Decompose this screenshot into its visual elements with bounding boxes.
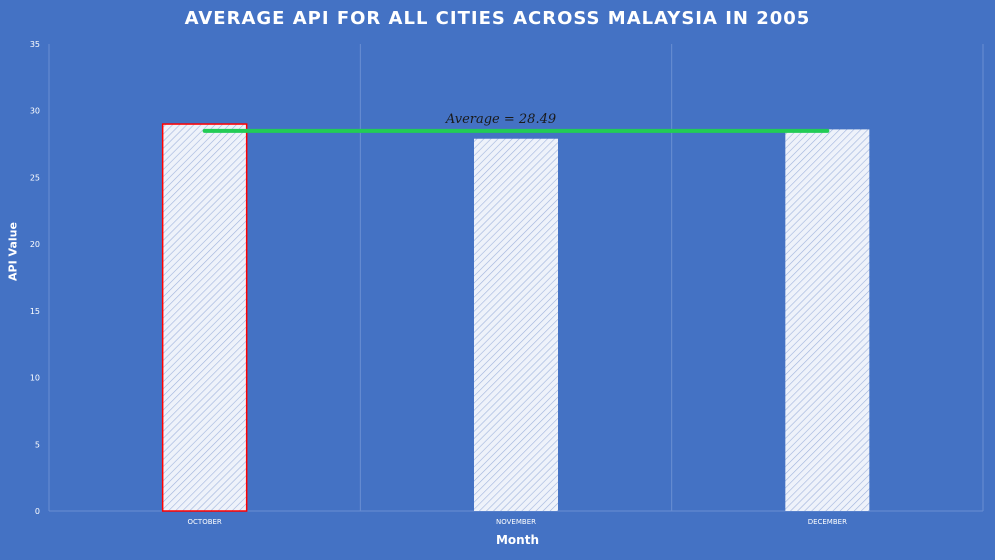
y-tick-label: 5: [35, 440, 40, 449]
x-tick-label: NOVEMBER: [496, 518, 536, 526]
y-tick-label: 20: [30, 240, 40, 249]
bar-december: [785, 129, 870, 511]
y-tick-label: 15: [30, 307, 40, 316]
y-tick-label: 0: [35, 507, 40, 516]
x-tick-label: DECEMBER: [808, 518, 847, 526]
bar-october: [161, 123, 248, 512]
y-tick-label: 35: [30, 40, 40, 49]
average-label: Average = 28.49: [445, 112, 556, 127]
y-tick-label: 10: [30, 374, 40, 383]
bar-november: [474, 138, 558, 511]
x-tick-label: OCTOBER: [188, 518, 222, 526]
y-tick-label: 25: [30, 173, 40, 182]
y-tick-label: 30: [30, 107, 40, 116]
chart-title: Average API for all cities across Malays…: [184, 8, 811, 29]
x-axis-title: Month: [495, 533, 539, 547]
